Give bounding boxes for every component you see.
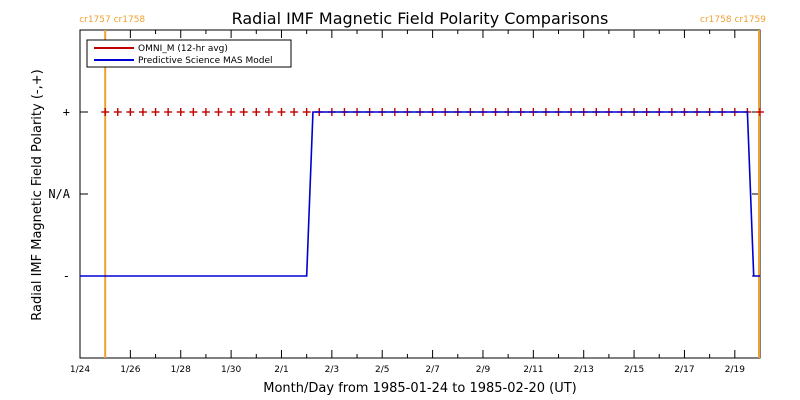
- omni-point: [239, 108, 248, 116]
- x-tick-label: 2/9: [476, 365, 491, 375]
- legend-label-omni: OMNI_M (12-hr avg): [138, 44, 228, 54]
- carrington-marker-label: cr1758 cr1759: [700, 15, 766, 25]
- omni-point: [277, 108, 286, 116]
- series-layer: [80, 108, 764, 277]
- chart-title: Radial IMF Magnetic Field Polarity Compa…: [232, 9, 609, 28]
- omni-point: [201, 108, 210, 116]
- x-tick-label: 1/26: [120, 365, 140, 375]
- omni-point: [227, 108, 236, 116]
- x-tick-label: 1/30: [221, 365, 241, 375]
- omni-point: [113, 108, 122, 116]
- plot-frame: [79, 29, 761, 359]
- x-axis-title: Month/Day from 1985-01-24 to 1985-02-20 …: [263, 381, 576, 396]
- omni-point: [151, 108, 160, 116]
- legend: OMNI_M (12-hr avg) Predictive Science MA…: [86, 39, 292, 68]
- x-tick-label: 2/13: [574, 365, 594, 375]
- x-tick-label: 2/11: [523, 365, 543, 375]
- omni-point: [214, 108, 223, 116]
- y-tick-label: +: [63, 105, 70, 119]
- y-tick-label: N/A: [48, 187, 70, 201]
- omni-point: [756, 108, 764, 116]
- x-axis: 1/24 1/26 1/28 1/30 2/1 2/3 2/5 2/7 2/9 2/11 2/13 2…: [70, 30, 761, 375]
- omni-point: [138, 108, 147, 116]
- omni-point: [189, 108, 198, 116]
- omni-point: [290, 108, 299, 116]
- x-tick-label: 1/28: [171, 365, 191, 375]
- carrington-marker-label: cr1757 cr1758: [79, 15, 145, 25]
- x-tick-label: 1/24: [70, 365, 90, 375]
- mas-model-line: [80, 111, 760, 277]
- y-tick-label: -: [63, 269, 70, 283]
- legend-box: [86, 39, 292, 68]
- omni-point: [101, 108, 110, 116]
- y-axis: - N/A +: [48, 105, 760, 283]
- x-tick-label: 2/17: [674, 365, 694, 375]
- omni-point: [126, 108, 135, 116]
- legend-label-mas: Predictive Science MAS Model: [138, 56, 273, 66]
- omni-point: [302, 108, 311, 116]
- x-tick-label: 2/1: [274, 365, 288, 375]
- x-tick-label: 2/5: [375, 365, 389, 375]
- carrington-markers: cr1757 cr1758 cr1758 cr1759: [79, 15, 766, 358]
- omni-point: [176, 108, 185, 116]
- x-tick-label: 2/15: [624, 365, 644, 375]
- y-axis-title: Radial IMF Magnetic Field Polarity (-,+): [30, 69, 45, 320]
- x-tick-label: 2/7: [425, 365, 439, 375]
- x-tick-label: 2/3: [325, 365, 339, 375]
- omni-point: [252, 108, 261, 116]
- omni-point: [164, 108, 173, 116]
- omni-point: [264, 108, 273, 116]
- x-tick-label: 2/19: [725, 365, 745, 375]
